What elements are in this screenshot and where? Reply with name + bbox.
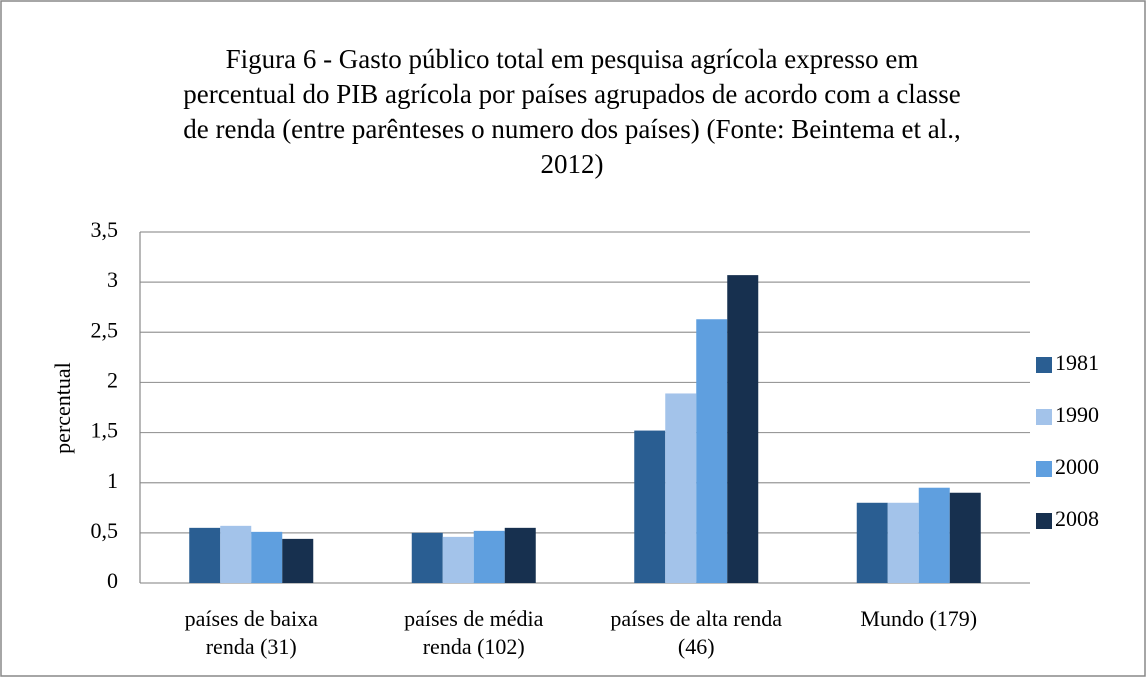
legend-label: 2008	[1055, 506, 1099, 531]
legend-label: 1990	[1055, 402, 1099, 427]
bar	[918, 487, 950, 583]
x-tick-label: países de alta renda (46)	[610, 606, 783, 659]
y-tick-label: 3,5	[91, 217, 119, 242]
legend-label: 2000	[1055, 454, 1099, 479]
y-tick-label: 3	[107, 267, 118, 292]
bar	[634, 430, 666, 583]
bar	[856, 502, 888, 583]
y-axis-label: percentual	[50, 362, 75, 454]
legend-label: 1981	[1055, 350, 1099, 375]
bar	[220, 525, 252, 583]
bar	[949, 492, 981, 583]
bar	[665, 393, 697, 583]
x-tick-label: países de baixa renda (31)	[184, 606, 318, 659]
legend-swatch	[1036, 409, 1052, 425]
bar	[282, 538, 314, 583]
bar	[251, 531, 283, 583]
y-tick-label: 1	[107, 468, 118, 493]
bar	[411, 532, 443, 583]
legend-swatch	[1036, 357, 1052, 373]
legend-swatch	[1036, 513, 1052, 529]
y-tick-label: 0	[107, 568, 118, 593]
bar	[504, 527, 536, 583]
bar	[696, 319, 728, 583]
x-tick-label: Mundo (179)	[860, 606, 978, 631]
bar	[727, 275, 759, 583]
y-tick-label: 0,5	[91, 518, 119, 543]
y-tick-label: 2	[107, 367, 118, 392]
bar	[887, 502, 919, 583]
chart-title: Figura 6 - Gasto público total em pesqui…	[183, 44, 961, 179]
bar	[442, 536, 474, 583]
bar	[189, 527, 221, 583]
legend-swatch	[1036, 461, 1052, 477]
x-tick-label: países de média renda (102)	[404, 606, 544, 659]
y-tick-label: 1,5	[91, 418, 119, 443]
y-tick-label: 2,5	[91, 317, 119, 342]
bar	[473, 530, 505, 583]
